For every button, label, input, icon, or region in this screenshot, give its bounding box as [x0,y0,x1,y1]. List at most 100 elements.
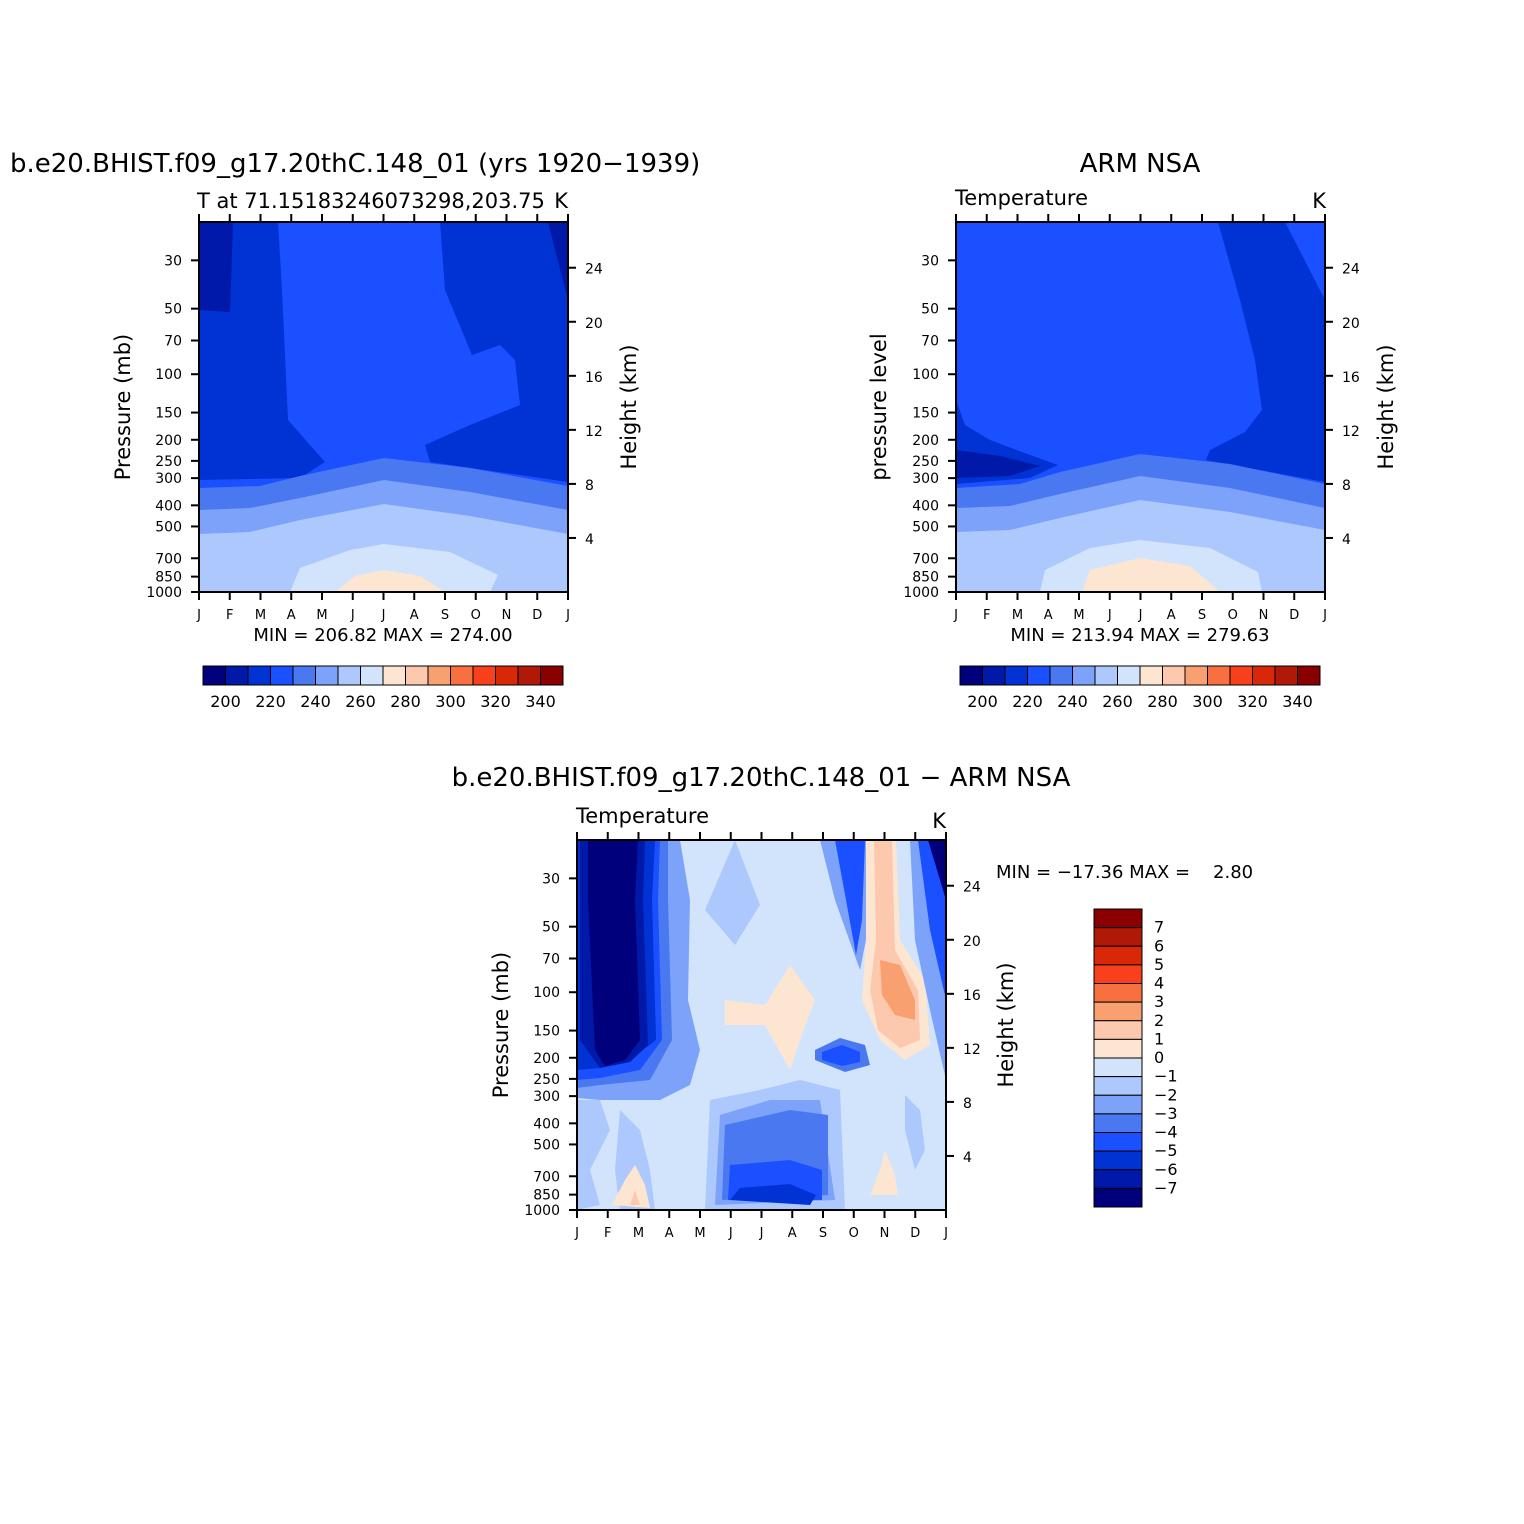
panel-diff-plume-2 [880,960,915,1020]
height-tick-label: 20 [1342,316,1360,332]
month-tick-label: J [350,608,355,623]
colorbar-swatch [1004,665,1028,686]
panel-diff-fr-minus7 [928,840,946,900]
colorbar-label: 340 [525,692,556,711]
colorbar-label: 320 [480,692,511,711]
colorbar-label: 200 [967,692,998,711]
month-tick-label: J [953,608,958,623]
colorbar-label: 340 [1282,692,1313,711]
month-tick-label: F [226,608,233,623]
colorbar-swatch [982,665,1006,686]
pressure-tick-label: 300 [912,471,939,487]
height-tick-label: 12 [1342,424,1360,440]
pressure-tick-label: 400 [533,1116,560,1132]
pressure-tick-label: 30 [921,253,939,269]
colorbar-swatch [1093,1038,1143,1059]
panel-diff-ll-minus2 [577,1100,610,1210]
colorbar-swatch [202,665,226,686]
colorbar-swatch [1162,665,1186,686]
month-tick-label: F [604,1226,611,1241]
colorbar-label: −5 [1154,1141,1178,1160]
panel-model: b.e20.BHIST.f09_g17.20thC.148_01 (yrs 19… [10,149,700,711]
colorbar-swatch [1297,665,1321,686]
panel-obs-left-label: Temperature [954,186,1088,210]
panel-diff-ll-warm [612,1165,650,1208]
month-tick-label: N [1259,608,1269,623]
colorbar-swatch [382,665,406,686]
height-tick-label: 4 [1342,532,1351,548]
colorbar-label: 3 [1154,992,1164,1011]
colorbar-swatch [1093,927,1143,947]
height-tick-label: 16 [1342,370,1360,386]
colorbar-label: 5 [1154,955,1164,974]
pressure-tick-label: 70 [921,333,939,349]
panel-model-band-l7 [290,544,498,592]
colorbar-swatch [315,665,339,686]
colorbar-label: 280 [390,692,421,711]
panel-diff-fr-lower [905,1095,925,1170]
height-tick-label: 12 [585,424,603,440]
colorbar-label: 240 [1057,692,1088,711]
colorbar-label: 260 [345,692,376,711]
colorbar-label: 2 [1154,1011,1164,1030]
colorbar-swatch [1252,665,1276,686]
panel-obs-band-bg-right [1285,222,1325,300]
panel-diff-left-label: Temperature [575,804,709,828]
pressure-tick-label: 200 [533,1051,560,1067]
colorbar-swatch [1093,1113,1143,1133]
panel-obs-band-coldest-left [956,450,1040,478]
month-tick-label: J [728,1226,733,1241]
height-tick-label: 4 [963,1150,972,1166]
panel-model-units: K [554,189,569,213]
colorbar-swatch [1072,665,1096,686]
pressure-tick-label: 400 [912,498,939,514]
colorbar-label: 0 [1154,1048,1164,1067]
panel-model-left-label: T at 71.15183246073298,203.75 [196,189,545,213]
colorbar-swatch [1207,665,1231,686]
month-tick-label: S [1198,608,1206,623]
pressure-tick-label: 850 [533,1188,560,1204]
panel-diff-um-warm [725,965,815,1070]
colorbar-label: 240 [300,692,331,711]
colorbar-swatch [1027,665,1051,686]
month-tick-label: M [694,1226,705,1241]
colorbar-label: −2 [1154,1085,1178,1104]
height-tick-label: 20 [963,934,981,950]
height-tick-label: 24 [1342,262,1360,278]
month-tick-label: A [1044,608,1053,623]
panel-obs-band-warm [1082,558,1220,592]
colorbar-swatch [1093,1076,1143,1096]
panel-diff-stats: MIN = −17.36 MAX = 2.80 [996,862,1253,883]
colorbar-label: 220 [1012,692,1043,711]
month-tick-label: D [910,1226,920,1241]
colorbar-swatch [1229,665,1253,686]
height-tick-label: 20 [585,316,603,332]
pressure-tick-label: 250 [155,454,182,470]
colorbar-label: 1 [1154,1029,1164,1048]
colorbar-swatch [427,665,451,686]
colorbar-label: 4 [1154,974,1164,993]
month-tick-label: J [565,608,570,623]
colorbar-swatch [247,665,271,686]
month-tick-label: J [1107,608,1112,623]
colorbar-label: 220 [255,692,286,711]
pressure-tick-label: 50 [921,302,939,318]
colorbar-swatch [1093,1057,1143,1078]
colorbar-swatch [1274,665,1298,686]
colorbar-label: 200 [210,692,241,711]
pressure-tick-label: 250 [912,454,939,470]
pressure-tick-label: 700 [533,1169,560,1185]
month-tick-label: J [574,1226,579,1241]
month-tick-label: J [1138,608,1143,623]
colorbar-swatch [472,665,496,686]
colorbar-label: 7 [1154,918,1164,937]
month-tick-label: S [441,608,449,623]
colorbar-swatch [1049,665,1073,686]
colorbar-label: −3 [1154,1104,1178,1123]
panel-model-ylabel-right: Height (km) [617,344,641,469]
pressure-tick-label: 100 [912,367,939,383]
